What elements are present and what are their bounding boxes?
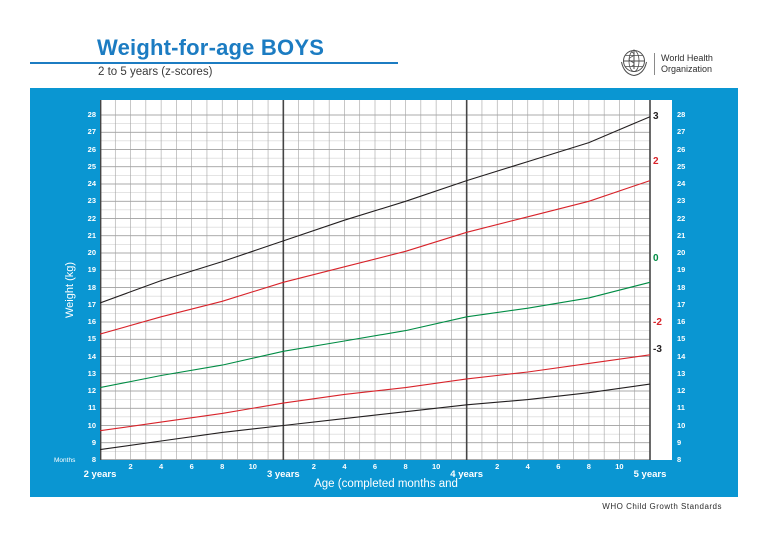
y-tick-right-20: 20 [677, 248, 686, 257]
who-logo-text: World Health Organization [654, 52, 713, 76]
page-title: Weight-for-age BOYS [97, 35, 325, 60]
curve-z-3 [100, 383, 651, 451]
y-tick-left-27: 27 [87, 127, 96, 137]
x-tick-month-50: 2 [495, 462, 500, 471]
y-tick-right-8: 8 [677, 455, 682, 464]
curve-z0 [100, 281, 651, 389]
y-tick-right-21: 21 [677, 230, 686, 240]
y-tick-right-26: 26 [677, 144, 686, 154]
y-tick-right-19: 19 [677, 265, 686, 275]
y-tick-left-13: 13 [87, 368, 96, 378]
x-tick-month-46: 10 [431, 462, 441, 471]
y-tick-left-21: 21 [87, 230, 96, 240]
title-underline [30, 62, 398, 64]
y-tick-left-22: 22 [87, 213, 96, 223]
x-tick-month-52: 4 [525, 462, 530, 471]
who-emblem-icon [621, 49, 647, 77]
y-tick-left-23: 23 [87, 196, 96, 206]
who-logo: World Health Organization [619, 48, 713, 80]
plot-area: 3 2 0 -2 -3 [100, 100, 672, 460]
x-tick-month-26: 2 [128, 462, 133, 471]
y-tick-right-23: 23 [677, 196, 686, 206]
y-tick-right-13: 13 [677, 368, 686, 378]
x-tick-month-56: 8 [586, 462, 591, 471]
y-tick-right-27: 27 [677, 127, 686, 137]
y-tick-left-10: 10 [87, 420, 96, 430]
x-year-label-4-years: 4 years [450, 469, 484, 480]
curve-z3 [100, 116, 651, 304]
y-tick-right-18: 18 [677, 282, 686, 292]
y-tick-right-11: 11 [677, 403, 685, 413]
y-tick-left-9: 9 [91, 437, 96, 447]
x-axis-title: Age (completed months and [314, 478, 458, 490]
y-tick-left-20: 20 [87, 248, 96, 257]
y-tick-left-16: 16 [87, 317, 96, 326]
x-tick-month-42: 6 [372, 462, 378, 471]
chart-panel: Weight (kg) 3 2 0 -2 -3 Months Age (complete… [30, 88, 738, 497]
y-tick-right-12: 12 [677, 386, 686, 395]
y-tick-right-24: 24 [677, 179, 686, 188]
zscore-label--2: -2 [653, 316, 662, 328]
curve-z-2 [100, 354, 651, 432]
y-tick-right-28: 28 [677, 110, 686, 119]
x-tick-month-38: 2 [311, 462, 316, 471]
y-tick-left-19: 19 [87, 265, 96, 275]
zscore-label--3: -3 [653, 344, 662, 356]
x-tick-month-44: 8 [403, 462, 408, 471]
y-tick-right-22: 22 [677, 213, 686, 223]
grid-and-curves [100, 100, 651, 460]
y-tick-left-24: 24 [87, 179, 96, 188]
y-tick-left-12: 12 [87, 386, 96, 395]
y-tick-right-17: 17 [677, 299, 686, 309]
x-tick-month-58: 10 [615, 462, 624, 471]
y-tick-left-15: 15 [87, 334, 96, 344]
x-year-label-5-years: 5 years [633, 469, 667, 480]
y-tick-right-16: 16 [677, 317, 686, 326]
page-subtitle: 2 to 5 years (z-scores) [98, 66, 213, 78]
zscore-labels: 3 2 0 -2 -3 [100, 100, 672, 460]
who-logo-line1: World Health [661, 52, 713, 63]
zscore-label-0: 0 [653, 252, 659, 264]
zscore-label-3: 3 [653, 111, 659, 123]
footer-text: WHO Child Growth Standards [602, 502, 722, 511]
y-tick-left-25: 25 [87, 161, 96, 171]
y-tick-right-10: 10 [677, 420, 686, 430]
y-tick-left-26: 26 [87, 144, 96, 154]
y-tick-right-15: 15 [677, 334, 686, 344]
x-year-label-2-years: 2 years [83, 469, 117, 480]
y-tick-left-11: 11 [88, 403, 96, 413]
y-tick-left-18: 18 [87, 282, 96, 292]
y-tick-left-17: 17 [87, 299, 96, 309]
x-tick-month-28: 4 [159, 462, 164, 471]
x-year-label-3-years: 3 years [266, 469, 300, 480]
y-tick-left-28: 28 [87, 110, 96, 119]
who-logo-line2: Organization [661, 64, 713, 74]
x-tick-month-34: 10 [248, 462, 257, 471]
x-tick-month-30: 6 [189, 462, 194, 471]
y-tick-right-25: 25 [677, 161, 686, 171]
y-tick-left-14: 14 [87, 351, 96, 361]
x-tick-month-54: 6 [556, 462, 561, 471]
months-axis-label: Months [54, 457, 76, 464]
x-tick-month-40: 4 [342, 462, 347, 471]
y-tick-right-9: 9 [677, 437, 682, 447]
x-tick-month-32: 8 [220, 462, 225, 471]
y-tick-left-8: 8 [91, 455, 96, 464]
zscore-label-2: 2 [653, 156, 659, 168]
y-tick-right-14: 14 [677, 351, 686, 361]
curve-z2 [100, 180, 651, 335]
